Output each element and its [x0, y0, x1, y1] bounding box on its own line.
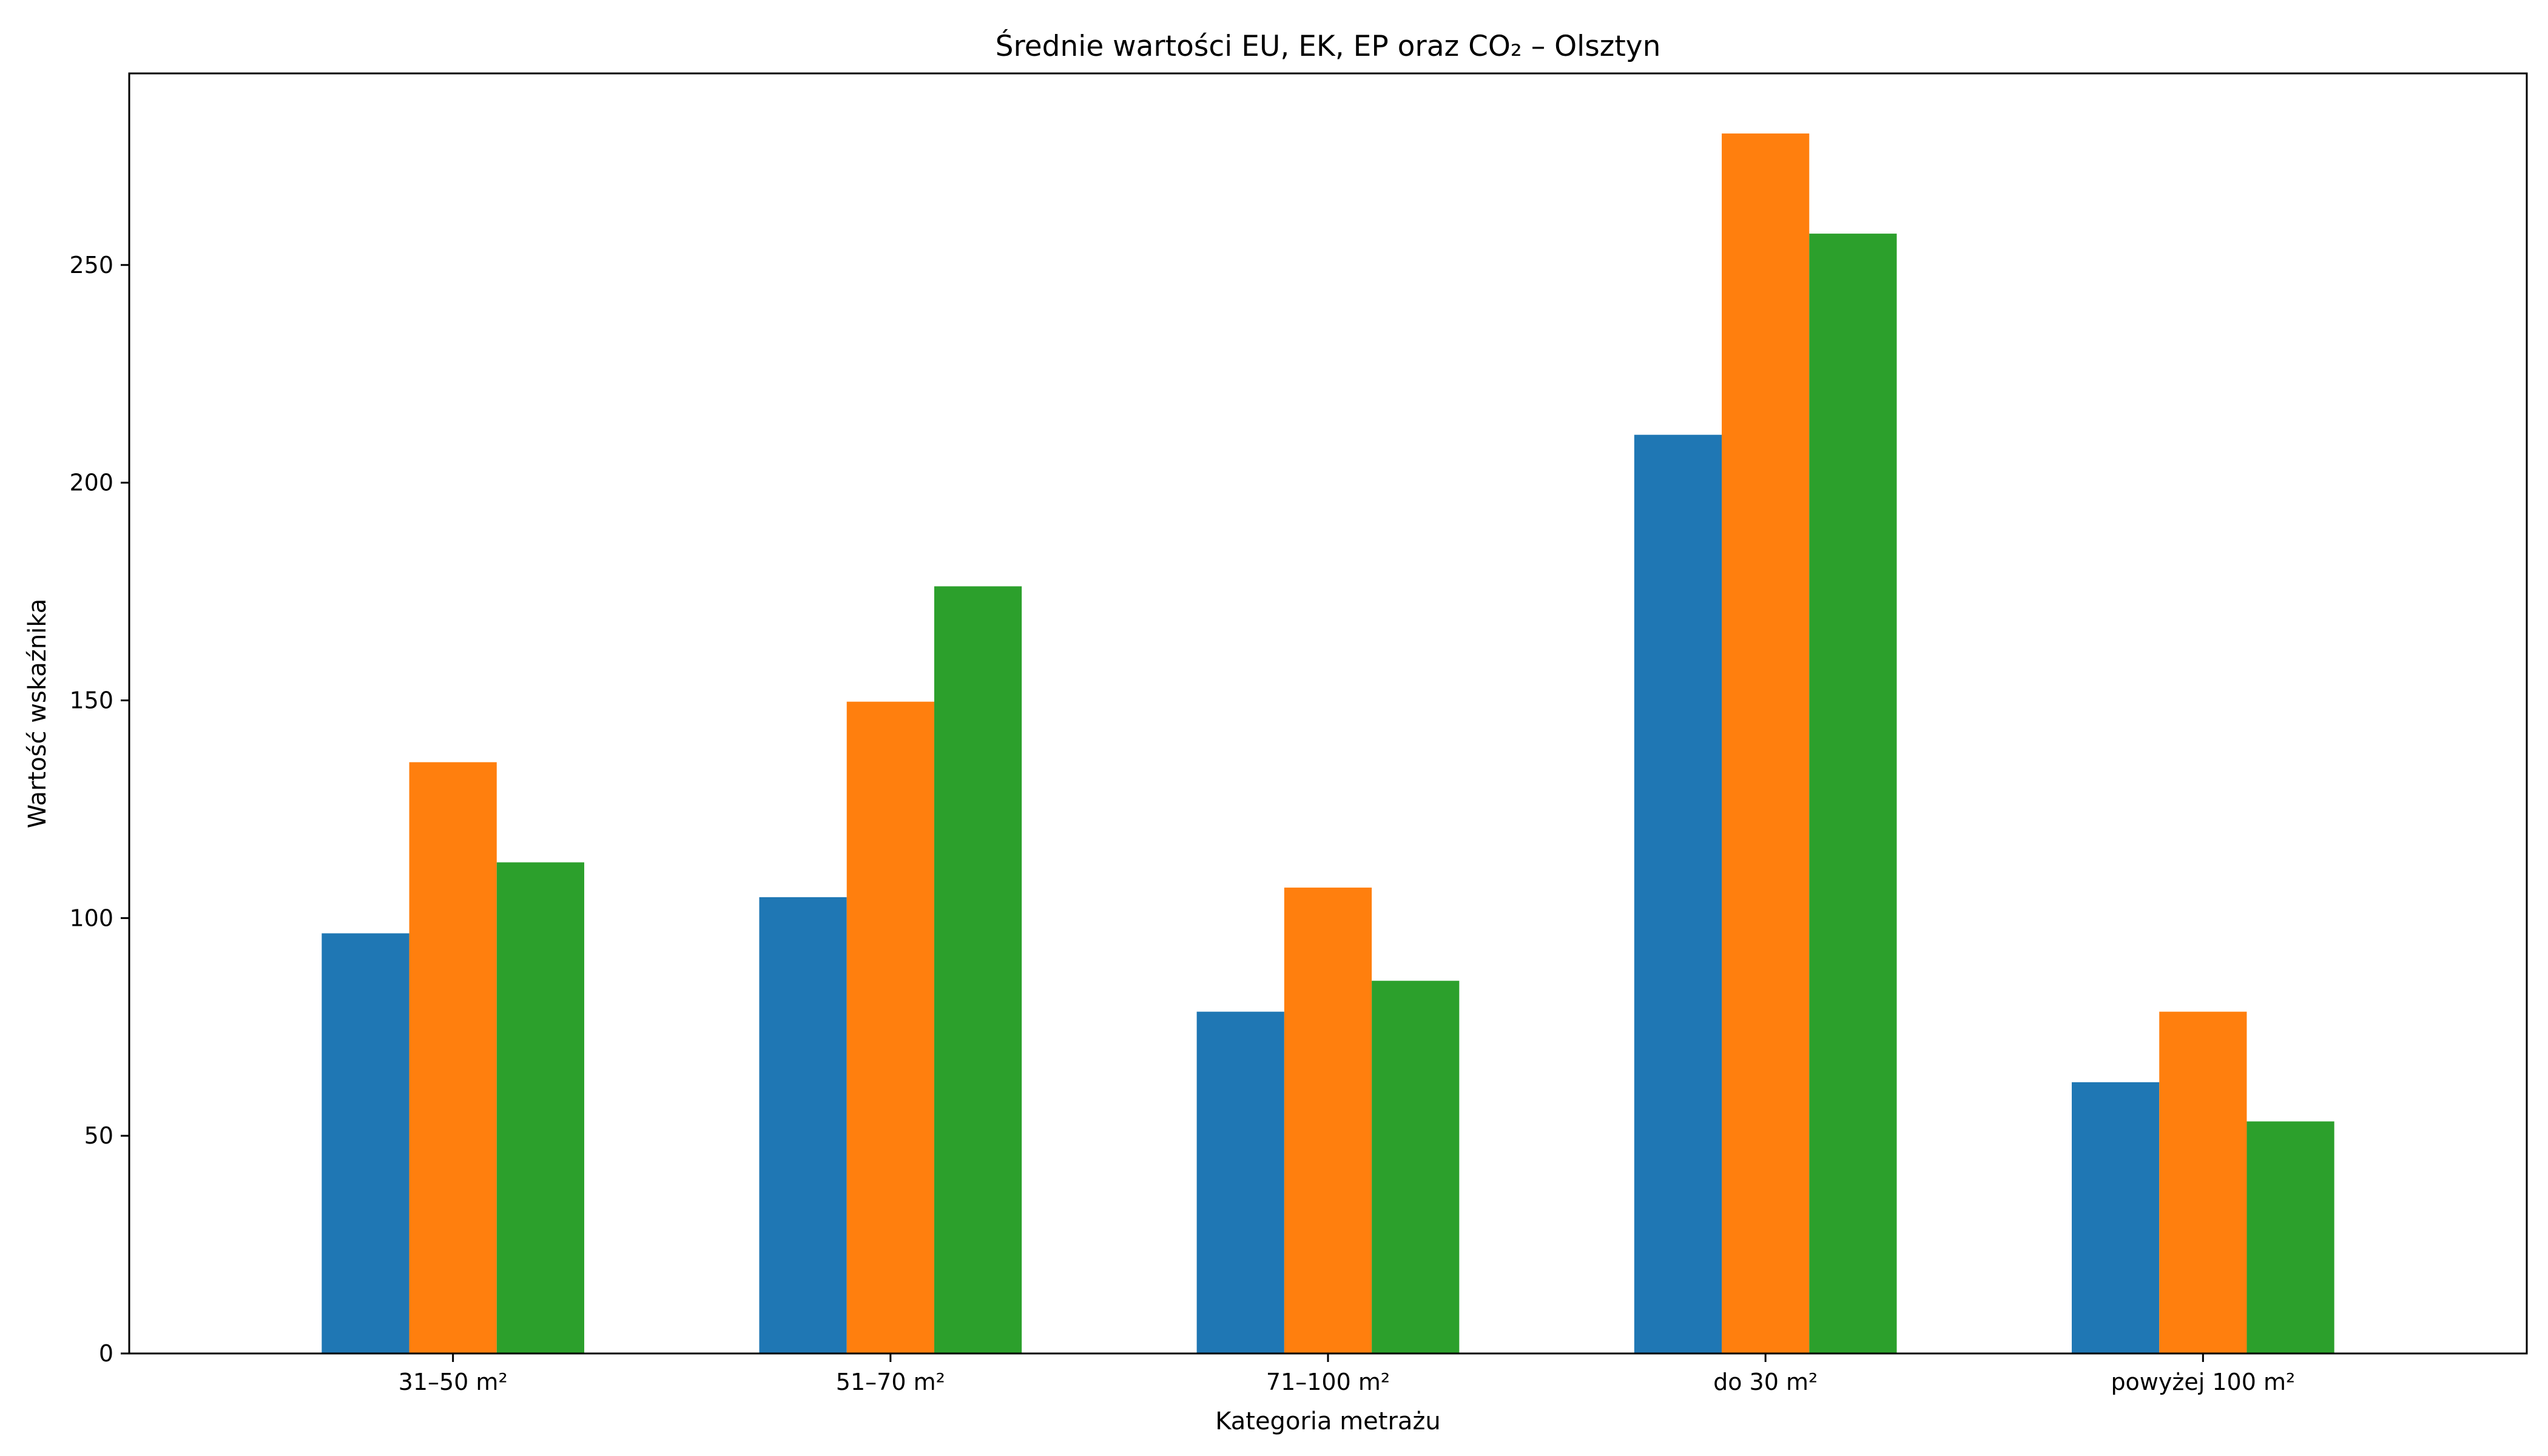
bar-series-1-cat-3	[1196, 1011, 1284, 1353]
bar-series-3-cat-5	[2246, 1121, 2334, 1353]
chart-title: Średnie wartości EU, EK, EP oraz CO₂ – O…	[996, 30, 1661, 63]
bar-series-2-cat-4	[1722, 133, 1810, 1354]
bar-series-3-cat-1	[496, 862, 585, 1353]
bar-series-1-cat-5	[2071, 1082, 2160, 1353]
x-tick-label: do 30 m²	[1713, 1369, 1818, 1395]
bar-series-2-cat-5	[2159, 1011, 2247, 1353]
y-tick-label: 250	[69, 252, 113, 278]
bar-series-3-cat-4	[1809, 234, 1897, 1353]
y-tick-label: 150	[69, 687, 113, 713]
y-axis-ticks: 0 50 100 150 200 250	[69, 252, 129, 1367]
bar-series-3-cat-2	[934, 586, 1022, 1354]
x-axis-label: Kategoria metrażu	[1215, 1407, 1441, 1435]
y-tick-label: 0	[99, 1340, 113, 1367]
bar-series-1-cat-2	[759, 897, 847, 1353]
y-axis-label: Wartość wskaźnika	[24, 599, 52, 829]
plot-frame	[128, 72, 2528, 1355]
bar-series-2-cat-2	[846, 701, 934, 1353]
bar-series-3-cat-3	[1372, 980, 1460, 1353]
x-tick-label: 51–70 m²	[836, 1369, 945, 1395]
y-tick-label: 100	[69, 905, 113, 931]
y-tick-label: 50	[84, 1122, 113, 1149]
x-tick-label: powyżej 100 m²	[2111, 1369, 2295, 1395]
bars-layer	[322, 133, 2334, 1354]
bar-series-1-cat-1	[322, 933, 410, 1353]
x-tick-label: 71–100 m²	[1266, 1369, 1390, 1395]
bar-series-2-cat-1	[409, 762, 497, 1353]
x-tick-label: 31–50 m²	[399, 1369, 508, 1395]
y-tick-label: 200	[69, 470, 113, 496]
bar-series-1-cat-4	[1634, 434, 1722, 1353]
x-axis-ticks: 31–50 m² 51–70 m² 71–100 m² do 30 m² powyżej…	[399, 1353, 2295, 1395]
bar-series-2-cat-3	[1284, 888, 1372, 1353]
